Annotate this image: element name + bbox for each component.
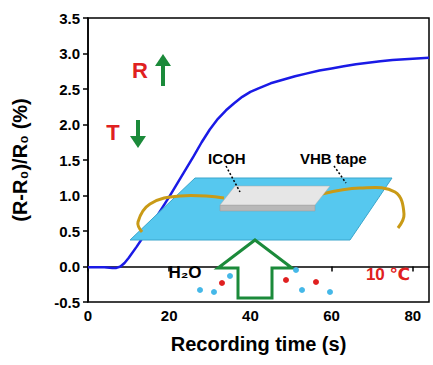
svg-text:VHB tape: VHB tape (300, 150, 367, 167)
svg-text:10 ℃: 10 ℃ (366, 265, 410, 284)
svg-text:(R-R₀)/R₀ (%): (R-R₀)/R₀ (%) (9, 98, 31, 222)
svg-text:0.5: 0.5 (59, 223, 80, 240)
svg-text:T: T (106, 120, 120, 145)
svg-text:1.0: 1.0 (59, 187, 80, 204)
svg-text:R: R (132, 58, 148, 83)
svg-text:0: 0 (84, 307, 92, 324)
svg-text:2.0: 2.0 (59, 116, 80, 133)
svg-text:1.5: 1.5 (59, 152, 80, 169)
svg-text:60: 60 (323, 307, 340, 324)
svg-text:-0.5: -0.5 (54, 294, 80, 311)
svg-text:3.0: 3.0 (59, 45, 80, 62)
svg-text:3.5: 3.5 (59, 10, 80, 27)
svg-text:Recording time (s): Recording time (s) (171, 333, 347, 355)
svg-text:H₂O: H₂O (168, 263, 201, 282)
svg-text:2.5: 2.5 (59, 81, 80, 98)
svg-text:20: 20 (161, 307, 178, 324)
svg-text:40: 40 (242, 307, 259, 324)
svg-text:ICOH: ICOH (208, 150, 246, 167)
svg-text:0.0: 0.0 (59, 258, 80, 275)
svg-text:80: 80 (404, 307, 421, 324)
